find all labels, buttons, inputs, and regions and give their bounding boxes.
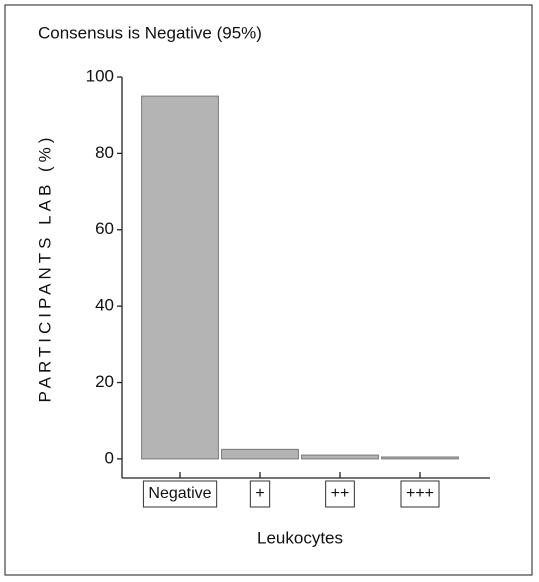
bar [301, 454, 379, 460]
bar [381, 456, 459, 460]
x-tick-label: +++ [406, 485, 434, 502]
frame [4, 4, 533, 576]
x-tick-label: ++ [331, 485, 350, 502]
bar [141, 95, 219, 460]
bar [221, 448, 299, 460]
y-tick-label: 0 [105, 448, 114, 467]
y-tick-label: 100 [86, 66, 114, 85]
y-tick-label: 80 [95, 143, 114, 162]
y-tick-label: 60 [95, 219, 114, 238]
x-tick-box [400, 480, 440, 508]
x-tick-label: Negative [148, 485, 211, 502]
y-tick-label: 40 [95, 296, 114, 315]
x-tick-box [325, 480, 355, 508]
x-tick-box [142, 480, 218, 508]
chart-title: Consensus is Negative (95%) [38, 23, 262, 42]
x-tick-box [249, 480, 271, 508]
x-tick-label: + [255, 485, 264, 502]
y-tick-label: 20 [95, 372, 114, 391]
y-axis-label: PARTICIPANTS LAB (%) [35, 134, 54, 403]
x-axis-label: Leukocytes [257, 528, 343, 547]
